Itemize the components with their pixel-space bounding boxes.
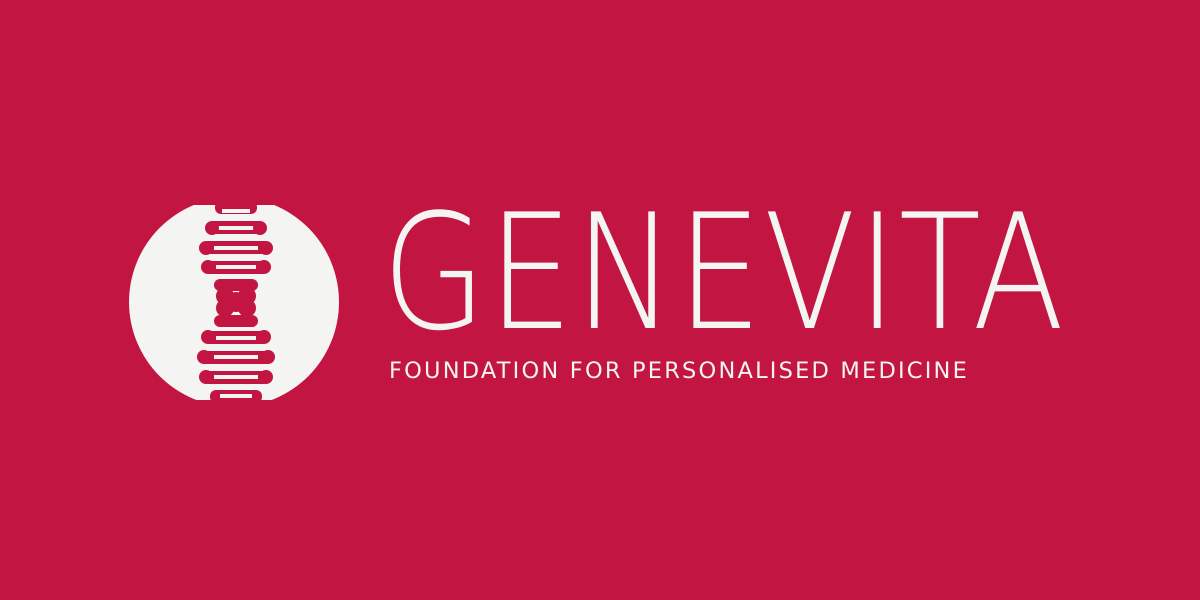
brand-name-label: GENEVITA bbox=[382, 179, 1066, 366]
brand-name: GENEVITA bbox=[382, 179, 1082, 366]
brand-name-text: GENEVITA bbox=[382, 179, 1064, 366]
brand-tagline: FOUNDATION FOR PERSONALISED MEDICINE bbox=[389, 358, 970, 384]
dna-helix-icon bbox=[129, 195, 339, 410]
logo-emblem bbox=[128, 195, 340, 410]
